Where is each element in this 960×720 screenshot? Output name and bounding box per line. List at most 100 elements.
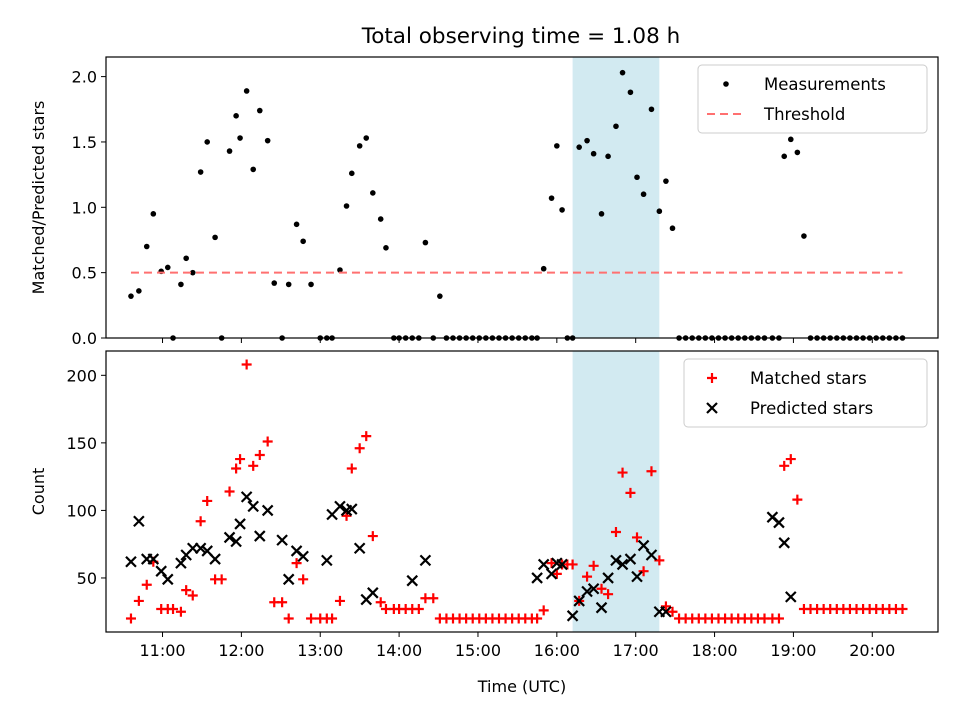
- matched-point: [603, 589, 614, 600]
- predicted-point: [645, 549, 658, 561]
- predicted-point: [297, 550, 309, 563]
- predicted-point: [778, 537, 790, 549]
- predicted-point: [161, 573, 174, 586]
- x-tick-label: 16:00: [534, 641, 580, 660]
- measurement-point: [308, 281, 314, 288]
- measurement-point: [576, 144, 582, 150]
- measurement-point: [293, 221, 300, 228]
- matched-point: [532, 613, 543, 624]
- matched-point: [567, 559, 578, 570]
- matched-point: [625, 487, 636, 498]
- matched-point: [241, 359, 252, 370]
- predicted-point: [321, 554, 333, 567]
- legend-matched-marker: [707, 373, 717, 383]
- measurement-point: [787, 136, 794, 143]
- predicted-point: [125, 555, 137, 568]
- x-tick-label: 12:00: [218, 641, 264, 660]
- measurement-point: [183, 255, 189, 262]
- predicted-point: [346, 503, 358, 515]
- predicted-point: [624, 553, 637, 565]
- predicted-point: [194, 542, 207, 555]
- matched-point: [224, 486, 235, 497]
- predicted-point: [610, 554, 622, 567]
- predicted-point: [545, 568, 558, 580]
- measurement-point: [584, 137, 590, 144]
- legend: Measurements Threshold: [697, 64, 928, 134]
- measurement-point: [422, 239, 429, 246]
- panel-1: 0.0 0.5 1.0 1.5 2.0 Matched/Predicted stars Me…: [29, 56, 939, 348]
- measurement-point: [337, 267, 343, 273]
- matched-point: [361, 431, 372, 442]
- matched-point: [235, 454, 246, 465]
- y-axis-label: Matched/Predicted stars: [29, 101, 48, 295]
- measurement-point: [164, 264, 171, 271]
- x-tick-label: 14:00: [376, 641, 422, 660]
- matched-point: [346, 463, 357, 474]
- measurement-point: [363, 135, 370, 141]
- matched-point: [538, 605, 549, 616]
- predicted-point: [147, 553, 160, 565]
- matched-point: [897, 604, 908, 615]
- legend-box: [683, 358, 928, 428]
- predicted-point: [282, 573, 295, 586]
- measurement-point: [801, 233, 807, 239]
- highlight-span: [572, 351, 660, 632]
- measurement-point: [669, 225, 676, 232]
- matched-point: [588, 560, 599, 571]
- measurement-point: [285, 281, 292, 288]
- matched-point: [667, 606, 678, 617]
- highlight-span: [572, 57, 660, 338]
- measurement-point: [136, 288, 142, 294]
- predicted-point: [133, 515, 145, 527]
- measurement-point: [548, 195, 555, 201]
- y-tick-label: 200: [66, 366, 97, 385]
- matched-point: [248, 460, 259, 471]
- measurement-point: [648, 106, 655, 113]
- matched-point: [254, 450, 265, 461]
- measurement-point: [640, 191, 647, 198]
- matched-point: [779, 460, 790, 471]
- predicted-point: [334, 500, 346, 513]
- matched-point: [610, 527, 621, 538]
- matched-point: [773, 613, 784, 624]
- x-axis-label: Time (UTC): [477, 677, 566, 696]
- measurement-point: [794, 149, 801, 156]
- legend-measurement-marker: [723, 81, 729, 87]
- measurement-point: [540, 265, 547, 272]
- legend-label: Measurements: [764, 75, 886, 94]
- matched-point: [327, 613, 338, 624]
- legend-box: [697, 64, 928, 134]
- measurement-point: [437, 293, 443, 299]
- measurement-point: [243, 88, 250, 94]
- matched-point: [413, 604, 424, 615]
- measurement-point: [370, 190, 376, 196]
- measurement-point: [226, 148, 233, 154]
- predicted-point: [660, 605, 672, 618]
- predicted-point: [566, 610, 579, 622]
- matched-point: [792, 494, 803, 505]
- matched-point: [334, 595, 345, 606]
- measurement-point: [271, 280, 278, 286]
- measurement-point: [627, 89, 634, 96]
- predicted-point: [406, 574, 419, 587]
- measurement-point: [613, 123, 619, 130]
- measurement-point: [250, 166, 257, 173]
- x-tick-label: 19:00: [770, 641, 816, 660]
- y-tick-label: 1.0: [72, 198, 97, 217]
- predicted-point: [353, 542, 366, 555]
- measurement-point: [356, 143, 363, 149]
- predicted-point: [637, 539, 650, 552]
- matched-point: [187, 590, 198, 601]
- predicted-point: [573, 595, 585, 607]
- matched-point: [354, 443, 365, 454]
- measurement-point: [663, 178, 669, 184]
- matched-point: [341, 510, 352, 521]
- measurement-point: [781, 153, 788, 160]
- predicted-point: [230, 535, 242, 548]
- matched-point: [195, 516, 206, 527]
- predicted-point: [587, 582, 600, 595]
- matched-point: [428, 593, 439, 604]
- measurement-point: [237, 135, 243, 141]
- legend-predicted-marker: [706, 402, 718, 414]
- matched-point: [646, 466, 657, 477]
